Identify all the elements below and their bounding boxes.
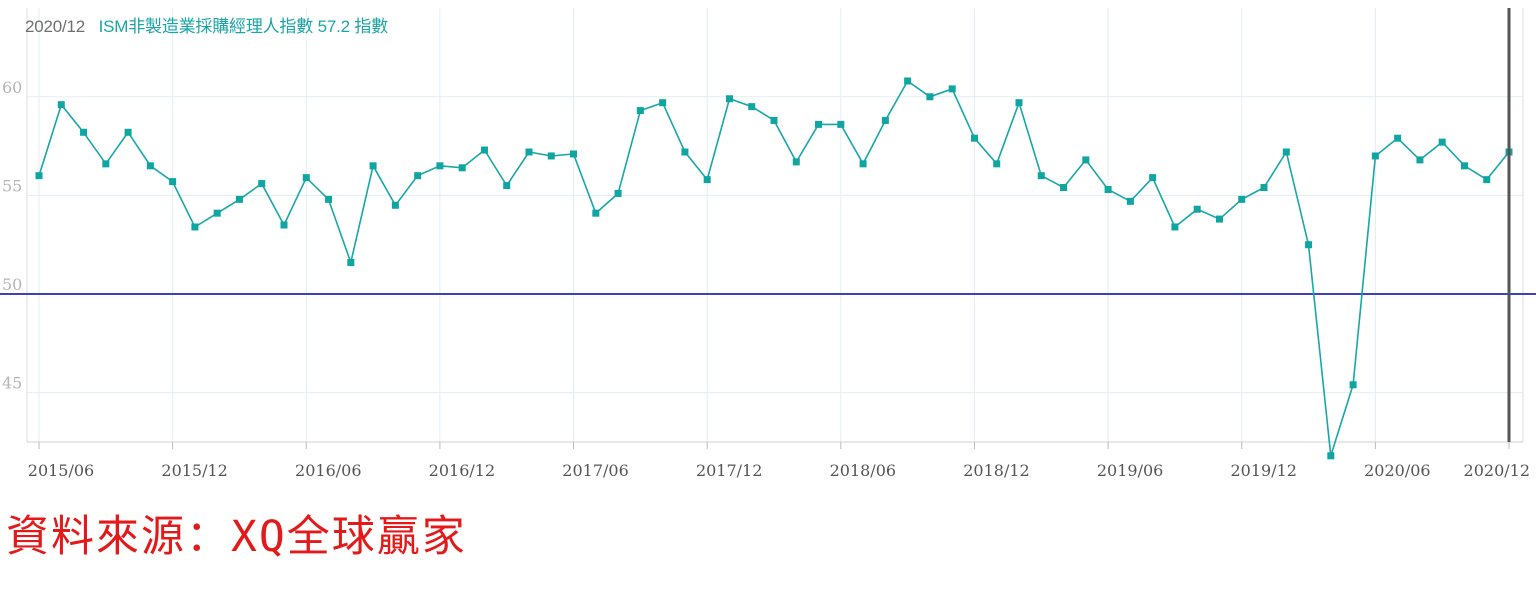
data-markers [35,77,1513,460]
data-point [1305,241,1313,249]
x-axis-ticks [38,442,1510,449]
data-point [792,158,800,166]
data-point [414,172,422,180]
data-point [681,148,689,156]
data-point [837,120,845,128]
y-tick-label: 55 [2,176,22,195]
data-point [369,162,377,170]
data-point [1371,152,1379,160]
data-point [436,162,444,170]
data-point [1282,148,1290,156]
x-tick-label: 2020/06 [1364,461,1430,480]
data-point [280,221,288,229]
header-date: 2020/12 [25,17,86,36]
data-point [1483,176,1491,184]
data-point [102,160,110,168]
data-point [770,116,778,124]
plot-area-background [27,8,1523,442]
data-point [503,182,511,190]
data-point [703,176,711,184]
data-point [881,116,889,124]
data-point [570,150,578,158]
data-point [636,107,644,115]
x-tick-label: 2015/06 [28,461,94,480]
data-point [57,101,65,109]
x-axis-tick-labels: 2015/06 2015/12 2016/06 2016/12 2017/06 2017/… [28,461,1530,480]
data-point [213,209,221,217]
data-point [904,77,912,85]
data-point [614,189,622,197]
data-point [1193,205,1201,213]
header-latest-value: 57.2 [317,17,350,36]
x-tick-label: 2016/12 [429,461,495,480]
x-tick-label: 2018/12 [963,461,1029,480]
data-point [458,164,466,172]
data-point [325,195,333,203]
data-point [1215,215,1223,223]
data-point [347,258,355,266]
y-tick-label: 45 [2,374,22,393]
data-point [948,85,956,93]
data-source-caption: 資料來源：XQ全球贏家 [6,512,467,562]
data-point [525,148,533,156]
x-tick-label: 2017/06 [562,461,628,480]
data-point [80,128,88,136]
data-point [1171,223,1179,231]
data-point [1060,184,1068,192]
data-point [1082,156,1090,164]
y-axis-tick-labels: 45 50 55 60 [2,78,22,393]
x-tick-label: 2019/12 [1230,461,1296,480]
y-tick-label: 60 [2,78,22,97]
data-point [725,95,733,103]
x-tick-label: 2018/06 [830,461,896,480]
x-tick-label: 2016/06 [295,461,361,480]
header-unit: 指數 [354,17,388,36]
data-point [169,178,177,186]
header-series-label: ISM非製造業採購經理人指數 [98,17,314,36]
data-point [124,128,132,136]
data-point [970,134,978,142]
data-point [926,93,934,101]
data-point [1104,185,1112,193]
data-point [480,146,488,154]
data-point [1149,174,1157,182]
data-point [391,201,399,209]
data-point [1460,162,1468,170]
data-point [191,223,199,231]
x-tick-label: 2015/12 [161,461,227,480]
data-point [146,162,154,170]
data-point [1394,134,1402,142]
data-point [302,174,310,182]
data-point [993,160,1001,168]
data-point [859,160,867,168]
data-point [235,195,243,203]
data-point [815,120,823,128]
data-point [35,172,43,180]
data-point [1260,184,1268,192]
data-point [547,152,555,160]
data-point [1015,99,1023,107]
data-point [1238,195,1246,203]
data-point [1327,452,1335,460]
y-tick-label: 50 [2,275,22,294]
data-point [659,99,667,107]
x-tick-label: 2019/06 [1097,461,1163,480]
data-point [748,103,756,111]
x-tick-label: 2020/12 [1464,461,1530,480]
data-point [1037,172,1045,180]
data-point [1438,138,1446,146]
data-point [1416,156,1424,164]
data-point [258,180,266,188]
x-tick-label: 2017/12 [696,461,762,480]
data-point [1349,381,1357,389]
data-point [592,209,600,217]
data-point [1126,197,1134,205]
chart-header: 2020/12 ISM非製造業採購經理人指數 57.2 指數 [25,12,388,37]
